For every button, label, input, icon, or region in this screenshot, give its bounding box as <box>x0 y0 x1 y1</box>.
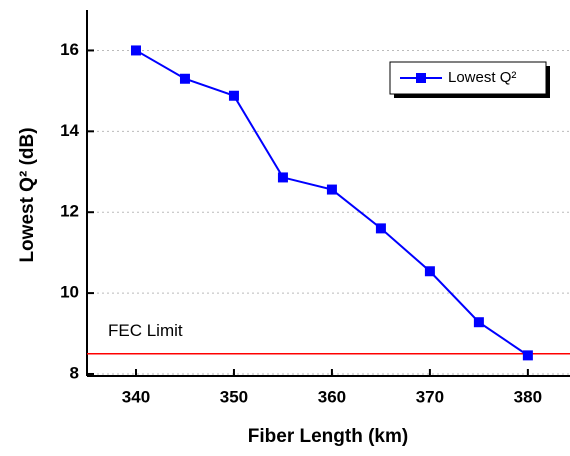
x-tick-label: 350 <box>220 387 248 406</box>
x-tick-label: 370 <box>416 387 444 406</box>
y-axis-label: Lowest Q² (dB) <box>17 127 38 262</box>
x-tick-label: 360 <box>318 387 346 406</box>
y-tick-label: 16 <box>60 40 79 59</box>
x-tick-label: 380 <box>514 387 542 406</box>
y-tick-label: 10 <box>60 283 79 302</box>
data-point <box>522 350 533 361</box>
legend-label: Lowest Q² <box>448 69 516 86</box>
x-axis-label: Fiber Length (km) <box>248 426 408 447</box>
data-point <box>424 266 435 277</box>
data-point <box>130 45 141 56</box>
data-point <box>179 73 190 84</box>
data-point <box>473 317 484 328</box>
y-tick-label: 8 <box>70 363 79 382</box>
x-tick-label: 340 <box>122 387 150 406</box>
y-tick-label: 12 <box>60 202 79 221</box>
data-point <box>326 184 337 195</box>
legend-marker <box>416 73 426 83</box>
data-point <box>375 223 386 234</box>
y-tick-label: 14 <box>60 121 79 140</box>
data-point <box>277 172 288 183</box>
reference-label: FEC Limit <box>108 321 183 340</box>
data-point <box>228 90 239 101</box>
